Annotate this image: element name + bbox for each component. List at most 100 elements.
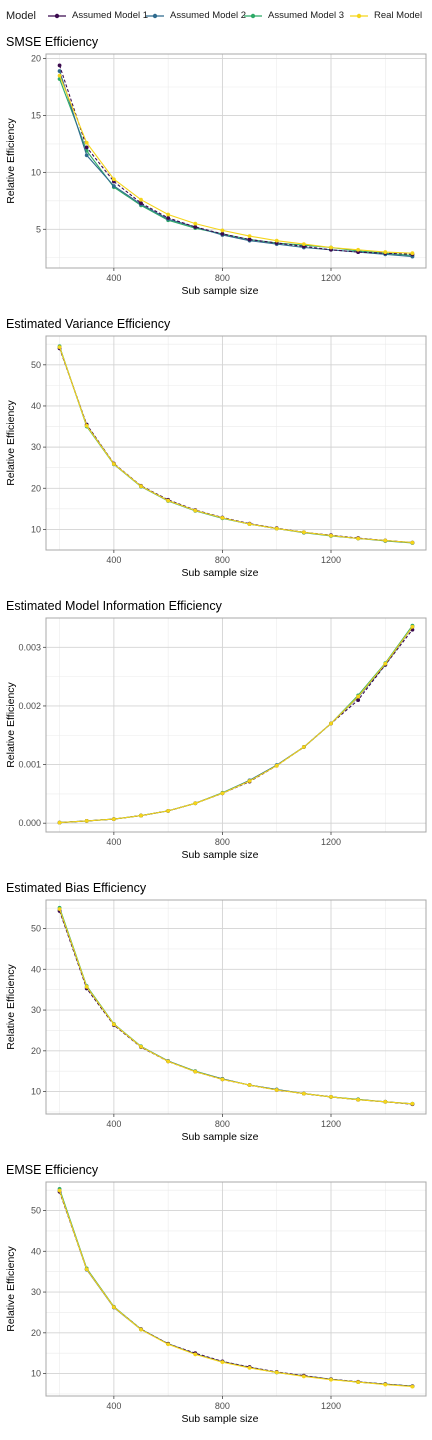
data-point-real-model — [220, 1077, 225, 1082]
data-point-real-model — [111, 1022, 116, 1027]
y-axis-label: Relative Efficiency — [5, 399, 17, 485]
data-point-real-model — [329, 245, 333, 250]
series-line-real-model — [59, 1190, 413, 1388]
x-tick-label: 1200 — [321, 837, 341, 847]
data-point-real-model — [220, 1360, 225, 1365]
data-point-real-model — [356, 1380, 361, 1385]
data-point-assumed-model-1 — [166, 216, 171, 220]
y-tick-label: 30 — [31, 442, 41, 452]
y-tick-label: 20 — [31, 1328, 41, 1338]
plot-background — [46, 336, 426, 550]
data-point-real-model — [274, 526, 279, 531]
chart-estimated-variance-efficiency: 10 20 30 40 50 400 800 1200 Estimated Variance E… — [5, 317, 427, 579]
data-point-real-model — [301, 242, 306, 246]
y-tick-label: 20 — [31, 1046, 41, 1056]
x-tick-label: 400 — [106, 837, 121, 847]
chart-title: Estimated Bias Efficiency — [6, 881, 147, 895]
panel-border — [45, 899, 427, 1115]
data-point-real-model — [139, 813, 143, 818]
x-tick-label: 400 — [106, 273, 121, 283]
data-point-real-model — [166, 498, 171, 503]
data-point-real-model — [193, 1352, 198, 1357]
legend-key-point — [250, 13, 256, 19]
data-point-real-model — [220, 791, 225, 796]
legend-key-assumed-model-1 — [48, 13, 66, 19]
data-point-assumed-model-2 — [57, 69, 62, 73]
y-tick-label: 20 — [31, 483, 41, 493]
data-point-real-model — [274, 1370, 279, 1375]
panel-border — [45, 53, 427, 269]
y-axis-label: Relative Efficiency — [5, 117, 17, 203]
data-point-real-model — [383, 1099, 388, 1104]
chart-title: Estimated Variance Efficiency — [6, 317, 171, 331]
data-point-real-model — [301, 530, 306, 535]
data-point-real-model — [57, 907, 62, 911]
series-line-real-model — [59, 626, 413, 824]
data-point-real-model — [356, 694, 361, 699]
legend-label: Assumed Model 1 — [72, 10, 149, 21]
data-point-real-model — [247, 234, 252, 239]
data-point-real-model — [57, 1188, 62, 1193]
series-line-assumed-model-1 — [59, 1191, 413, 1387]
y-tick-label: 15 — [31, 110, 41, 120]
data-point-real-model — [111, 177, 116, 182]
legend-key-assumed-model-3 — [244, 13, 262, 19]
y-tick-label: 10 — [31, 1087, 41, 1097]
x-tick-label: 1200 — [321, 1401, 341, 1411]
legend: Model Assumed Model 1 Assumed Model 2 As… — [0, 0, 432, 30]
legend-key-point — [152, 13, 158, 19]
data-point-real-model — [139, 1327, 143, 1332]
data-point-real-model — [166, 808, 171, 813]
y-tick-label: 5 — [36, 224, 41, 234]
data-point-real-model — [383, 661, 388, 666]
data-point-real-model — [193, 1069, 198, 1074]
y-axis-label: Relative Efficiency — [5, 963, 17, 1049]
data-point-real-model — [111, 1305, 116, 1310]
data-point-real-model — [193, 801, 198, 806]
x-tick-label: 1200 — [321, 555, 341, 565]
legend-key-real-model — [350, 13, 368, 19]
data-point-real-model — [410, 540, 415, 545]
y-tick-label: 30 — [31, 1005, 41, 1015]
data-point-real-model — [111, 462, 116, 466]
data-point-assumed-model-1 — [247, 237, 252, 242]
x-axis-label: Sub sample size — [181, 567, 258, 579]
data-point-real-model — [383, 250, 388, 254]
data-point-real-model — [410, 624, 415, 629]
chart-emse-efficiency: 10 20 30 40 50 400 800 1200 EMSE Efficiency Sub s… — [5, 1163, 427, 1425]
data-point-real-model — [220, 228, 225, 233]
y-tick-label: 0.003 — [18, 642, 41, 652]
x-axis-label: Sub sample size — [181, 1131, 258, 1143]
data-point-real-model — [274, 763, 279, 768]
data-point-real-model — [166, 1059, 171, 1064]
data-point-real-model — [166, 1342, 171, 1347]
data-point-real-model — [220, 516, 225, 520]
x-tick-label: 800 — [215, 1119, 230, 1129]
data-point-assumed-model-1 — [57, 63, 62, 68]
panel-border — [45, 1181, 427, 1397]
data-point-assumed-model-1 — [220, 231, 225, 236]
x-tick-label: 800 — [215, 1401, 230, 1411]
data-point-real-model — [329, 533, 333, 538]
y-tick-label: 20 — [31, 54, 41, 64]
data-point-real-model — [410, 1101, 415, 1106]
chart-smse-efficiency: 5 10 15 20 400 800 1200 SMSE Efficiency Sub samp… — [5, 35, 427, 297]
data-point-real-model — [111, 817, 116, 822]
series-line-real-model — [59, 346, 413, 544]
y-axis-label: Relative Efficiency — [5, 681, 17, 767]
y-tick-label: 30 — [31, 1287, 41, 1297]
data-point-real-model — [84, 984, 89, 989]
y-tick-label: 0.002 — [18, 701, 41, 711]
y-tick-label: 40 — [31, 1246, 41, 1256]
data-point-real-model — [247, 522, 252, 526]
y-tick-label: 50 — [31, 924, 41, 934]
x-axis-label: Sub sample size — [181, 1413, 258, 1425]
chart-estimated-model-information-efficiency: 0.000 0.001 0.002 0.003 400 800 1200 Estimated … — [5, 599, 427, 861]
data-point-real-model — [193, 508, 198, 513]
y-axis-label: Relative Efficiency — [5, 1245, 17, 1331]
data-point-real-model — [247, 1083, 252, 1087]
series-line-real-model — [59, 908, 413, 1105]
data-point-real-model — [84, 818, 89, 823]
data-point-real-model — [383, 538, 388, 543]
data-point-real-model — [139, 484, 143, 489]
